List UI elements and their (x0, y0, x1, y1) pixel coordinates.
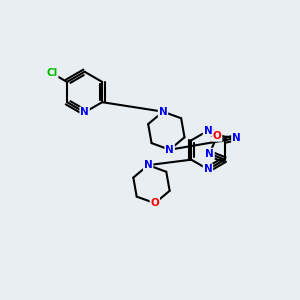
Text: N: N (144, 160, 152, 170)
Text: N: N (159, 107, 167, 117)
Text: Cl: Cl (46, 68, 58, 78)
Text: N: N (204, 164, 212, 174)
Text: N: N (204, 126, 212, 136)
Text: N: N (80, 107, 89, 117)
Text: N: N (165, 145, 174, 155)
Text: O: O (213, 131, 221, 141)
Text: O: O (151, 198, 159, 208)
Text: N: N (232, 133, 241, 142)
Text: N: N (205, 149, 214, 159)
